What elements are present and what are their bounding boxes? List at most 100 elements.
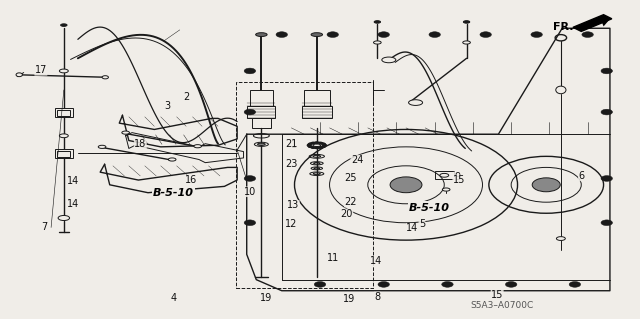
Bar [250,90,273,106]
Circle shape [442,282,453,287]
Circle shape [582,32,593,37]
Bar [304,90,330,106]
Circle shape [314,282,326,287]
Bar [58,109,70,116]
Ellipse shape [311,33,323,36]
Bar [301,106,332,118]
Text: 23: 23 [285,159,298,169]
Ellipse shape [463,41,470,44]
Bar [55,108,73,117]
Text: 25: 25 [344,173,357,183]
Text: 3: 3 [164,101,170,111]
Text: 14: 14 [67,176,79,186]
Circle shape [531,32,542,37]
Text: B-5-10: B-5-10 [409,203,450,212]
Text: 12: 12 [285,219,298,229]
Text: 16: 16 [185,175,197,185]
Circle shape [315,147,319,149]
Circle shape [323,144,326,146]
Ellipse shape [61,24,67,26]
Circle shape [569,282,580,287]
Circle shape [321,143,325,145]
Ellipse shape [255,33,267,36]
Text: 22: 22 [344,197,357,207]
Ellipse shape [307,142,326,148]
Text: S5A3–A0700C: S5A3–A0700C [470,301,533,310]
Ellipse shape [102,76,108,79]
Text: 13: 13 [287,200,300,210]
Ellipse shape [382,57,396,63]
Text: 2: 2 [183,92,189,102]
Text: 8: 8 [374,292,380,302]
Text: 11: 11 [326,253,339,263]
Circle shape [307,144,311,146]
Circle shape [276,32,287,37]
Circle shape [378,282,390,287]
Ellipse shape [463,21,470,23]
Ellipse shape [99,145,106,148]
Ellipse shape [556,237,565,241]
Ellipse shape [58,215,70,220]
Bar [58,151,70,157]
Circle shape [532,178,560,192]
Polygon shape [573,15,612,32]
Text: 17: 17 [35,65,47,75]
Ellipse shape [556,86,566,94]
Text: 21: 21 [285,139,298,149]
Text: 18: 18 [134,139,147,149]
Circle shape [480,32,492,37]
Circle shape [319,146,323,148]
Text: 14: 14 [370,256,382,266]
Text: 15: 15 [452,175,465,185]
Ellipse shape [60,69,68,73]
Bar [55,149,73,158]
Circle shape [601,68,612,74]
Circle shape [429,32,440,37]
Bar [252,118,271,128]
Text: FR.: FR. [553,22,573,32]
Text: 9: 9 [454,172,460,182]
Circle shape [244,109,255,115]
Ellipse shape [16,73,22,77]
Text: 24: 24 [351,155,363,165]
Text: 14: 14 [406,223,419,234]
Text: 19: 19 [342,294,355,304]
Circle shape [327,32,339,37]
Text: 4: 4 [170,293,177,303]
Ellipse shape [442,188,450,191]
Text: B-5-10: B-5-10 [153,188,194,198]
Text: 1: 1 [291,140,298,150]
Circle shape [321,145,325,147]
Circle shape [244,176,255,181]
Text: 19: 19 [260,293,272,303]
Ellipse shape [374,41,381,44]
Circle shape [601,109,612,115]
Text: 15: 15 [491,290,503,300]
Circle shape [244,220,255,226]
Ellipse shape [168,158,176,161]
Circle shape [311,146,315,148]
Circle shape [308,145,312,147]
Bar [247,106,275,118]
Text: 7: 7 [42,222,48,233]
Circle shape [601,176,612,181]
Ellipse shape [374,21,381,23]
Circle shape [601,220,612,226]
Bar [435,171,454,179]
Text: 6: 6 [578,171,584,181]
Ellipse shape [408,100,422,105]
Ellipse shape [60,134,68,138]
Text: 14: 14 [67,199,79,209]
Circle shape [315,142,319,144]
Circle shape [308,143,312,145]
Circle shape [506,282,517,287]
Ellipse shape [122,131,129,134]
Text: 10: 10 [244,187,256,197]
Circle shape [390,177,422,193]
Text: 5: 5 [419,219,425,229]
Circle shape [244,68,255,74]
Circle shape [319,142,323,144]
Ellipse shape [257,143,265,145]
Circle shape [311,142,315,144]
Ellipse shape [194,145,202,148]
